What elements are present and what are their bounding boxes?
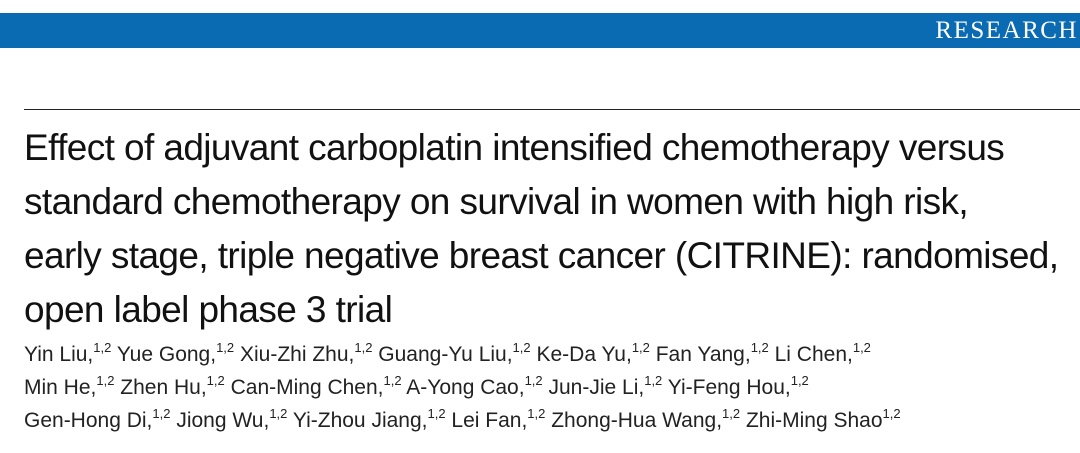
- title-line: standard chemotherapy on survival in wom…: [24, 181, 969, 222]
- author-affiliation: 1,2: [512, 340, 531, 355]
- author-name: Lei Fan,1,2: [451, 406, 546, 432]
- author-name-text: Yue Gong,: [116, 343, 217, 366]
- author-name-text: Zhen Hu,: [120, 376, 207, 399]
- author-name-text: Xiu-Zhi Zhu,: [239, 343, 355, 366]
- author-affiliation: 1,2: [852, 340, 871, 355]
- author-name: Yue Gong,1,2: [116, 340, 235, 366]
- author-affiliation: 1,2: [96, 373, 115, 388]
- author-affiliation: 1,2: [644, 373, 663, 388]
- author-name: Li Chen,1,2: [774, 340, 871, 366]
- author-name: Can-Ming Chen,1,2: [230, 373, 402, 399]
- title-line: Effect of adjuvant carboplatin intensifi…: [24, 127, 1005, 168]
- author-affiliation: 1,2: [354, 340, 373, 355]
- author-name-text: Lei Fan,: [451, 409, 528, 432]
- author-affiliation: 1,2: [722, 406, 741, 421]
- author-line: Min He,1,2 Zhen Hu,1,2 Can-Ming Chen,1,2…: [24, 371, 1074, 404]
- author-affiliation: 1,2: [269, 406, 288, 421]
- author-name-text: Jun-Jie Li,: [548, 376, 645, 399]
- author-name-text: Li Chen,: [774, 343, 853, 366]
- author-affiliation: 1,2: [524, 373, 543, 388]
- author-affiliation: 1,2: [206, 373, 225, 388]
- author-name-text: Gen-Hong Di,: [24, 409, 153, 432]
- title-line: open label phase 3 trial: [24, 289, 393, 330]
- author-name: Gen-Hong Di,1,2: [24, 406, 171, 432]
- header-rule: [24, 109, 1080, 110]
- author-name-text: Min He,: [24, 376, 97, 399]
- author-name-text: Yi-Zhou Jiang,: [292, 409, 428, 432]
- author-line: Yin Liu,1,2 Yue Gong,1,2 Xiu-Zhi Zhu,1,2…: [24, 338, 1074, 371]
- author-affiliation: 1,2: [631, 340, 650, 355]
- author-affiliation: 1,2: [527, 406, 546, 421]
- title-line: early stage, triple negative breast canc…: [24, 235, 1059, 276]
- author-name: Xiu-Zhi Zhu,1,2: [239, 340, 373, 366]
- author-name: Zhi-Ming Shao1,2: [745, 406, 901, 432]
- author-name: Min He,1,2: [24, 373, 115, 399]
- author-name-text: Guang-Yu Liu,: [378, 343, 513, 366]
- author-name-text: Zhi-Ming Shao: [745, 409, 883, 432]
- article-title: Effect of adjuvant carboplatin intensifi…: [24, 121, 1074, 337]
- author-name: Yi-Feng Hou,1,2: [667, 373, 809, 399]
- section-label: RESEARCH: [935, 17, 1078, 44]
- author-name: A-Yong Cao,1,2: [406, 373, 543, 399]
- author-name: Yi-Zhou Jiang,1,2: [292, 406, 446, 432]
- author-list: Yin Liu,1,2 Yue Gong,1,2 Xiu-Zhi Zhu,1,2…: [24, 338, 1074, 437]
- author-name: Fan Yang,1,2: [655, 340, 769, 366]
- author-affiliation: 1,2: [750, 340, 769, 355]
- author-name: Zhong-Hua Wang,1,2: [551, 406, 741, 432]
- author-name: Zhen Hu,1,2: [120, 373, 225, 399]
- author-name: Ke-Da Yu,1,2: [536, 340, 650, 366]
- author-affiliation: 1,2: [93, 340, 112, 355]
- author-affiliation: 1,2: [427, 406, 446, 421]
- author-name-text: Jiong Wu,: [176, 409, 270, 432]
- author-affiliation: 1,2: [383, 373, 402, 388]
- author-affiliation: 1,2: [216, 340, 235, 355]
- author-line: Gen-Hong Di,1,2 Jiong Wu,1,2 Yi-Zhou Jia…: [24, 404, 1074, 437]
- author-name-text: Fan Yang,: [655, 343, 751, 366]
- author-affiliation: 1,2: [882, 406, 901, 421]
- author-name-text: Yin Liu,: [24, 343, 94, 366]
- author-name: Yin Liu,1,2: [24, 340, 112, 366]
- author-affiliation: 1,2: [790, 373, 809, 388]
- author-name: Jiong Wu,1,2: [176, 406, 288, 432]
- section-header-bar: RESEARCH: [0, 13, 1080, 48]
- author-name: Jun-Jie Li,1,2: [548, 373, 663, 399]
- author-name-text: A-Yong Cao,: [406, 376, 525, 399]
- author-name-text: Yi-Feng Hou,: [667, 376, 791, 399]
- author-name-text: Can-Ming Chen,: [230, 376, 384, 399]
- author-name: Guang-Yu Liu,1,2: [378, 340, 531, 366]
- author-affiliation: 1,2: [152, 406, 171, 421]
- author-name-text: Ke-Da Yu,: [536, 343, 632, 366]
- author-name-text: Zhong-Hua Wang,: [551, 409, 723, 432]
